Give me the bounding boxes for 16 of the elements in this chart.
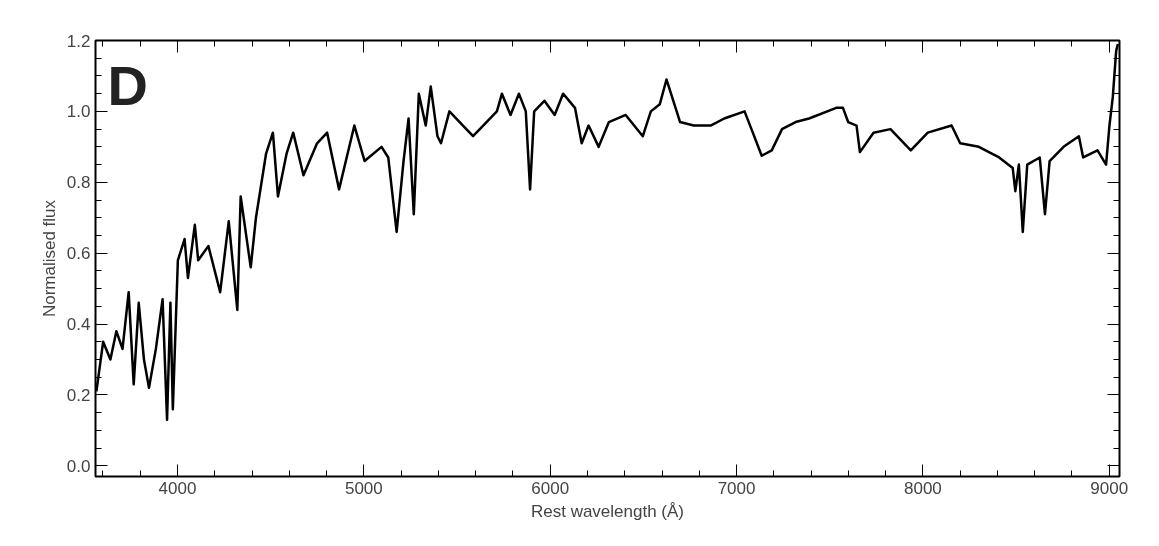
- y-axis-title: Normalised flux: [39, 199, 59, 318]
- x-tick-label: 5000: [344, 478, 383, 498]
- y-tick-label: 1.0: [66, 102, 91, 122]
- x-tick-label: 6000: [531, 478, 570, 498]
- y-tick-label: 0.0: [66, 456, 91, 476]
- y-tick-label: 0.6: [66, 244, 91, 264]
- y-tick-label: 0.8: [66, 173, 91, 193]
- x-tick-label: 4000: [158, 478, 197, 498]
- x-tick-label: 9000: [1090, 478, 1129, 498]
- x-tick-label: 8000: [903, 478, 942, 498]
- x-tick-label: 7000: [717, 478, 756, 498]
- annotation: D: [107, 53, 148, 117]
- x-axis-title: Rest wavelength (Å): [530, 501, 685, 521]
- y-tick-label: 0.4: [66, 315, 91, 335]
- y-tick-label: 1.2: [66, 31, 91, 51]
- y-tick-label: 0.2: [66, 385, 91, 405]
